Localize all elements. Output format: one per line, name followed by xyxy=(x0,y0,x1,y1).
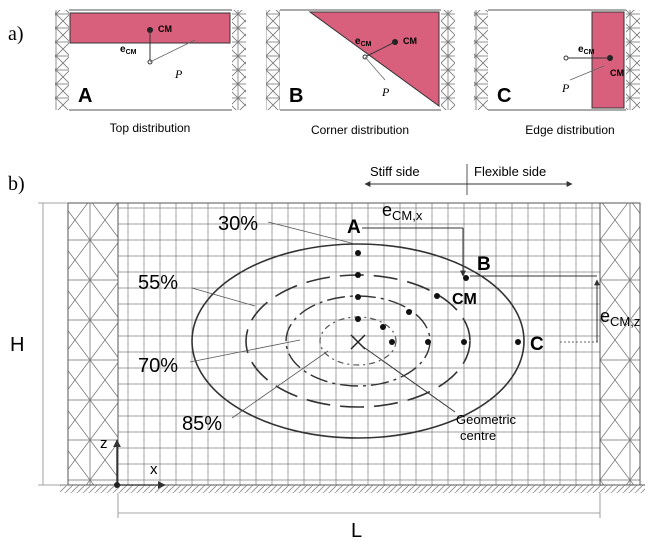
contour-label-55: 55% xyxy=(138,272,178,294)
right-infill-wall xyxy=(599,202,641,486)
flexible-side-label: Flexible side xyxy=(474,164,546,179)
point-b-dot xyxy=(463,275,469,281)
point-b-label: B xyxy=(477,254,491,275)
ecm-z-dimension xyxy=(470,275,600,343)
point-c-label: C xyxy=(530,334,544,355)
panel-a-left-wall xyxy=(55,10,69,110)
contour-30 xyxy=(191,243,525,439)
point-dot xyxy=(406,309,412,315)
panel-b-caption: Corner distribution xyxy=(311,123,409,137)
panel-c-ecm-label: eCM xyxy=(578,44,595,56)
ecm-x-dimension xyxy=(362,227,466,277)
panel-b-left-wall xyxy=(266,10,280,110)
panel-b-cm-label: CM xyxy=(403,36,417,46)
panel-a-right-wall xyxy=(232,10,246,110)
ecm-z-label: eCM,z xyxy=(600,306,640,329)
panel-c-cm-label: CM xyxy=(610,68,624,78)
side-indicator: Stiff side Flexible side xyxy=(364,164,573,195)
panel-c-left-wall xyxy=(474,10,488,110)
left-infill-wall xyxy=(67,202,119,486)
panel-c-right-wall xyxy=(626,10,640,110)
panel-c-mass-region xyxy=(591,11,625,109)
point-dot xyxy=(355,272,361,278)
panel-b-p-label: P xyxy=(381,85,390,99)
panel-a-caption: Top distribution xyxy=(110,121,191,135)
panel-b-right-wall xyxy=(441,10,455,110)
panel-c-letter: C xyxy=(497,85,511,107)
point-dot xyxy=(355,250,361,256)
axis-x-label: x xyxy=(150,461,158,478)
point-dot xyxy=(355,316,361,322)
contour-label-70: 70% xyxy=(138,355,178,377)
part-a-label: a) xyxy=(8,23,24,45)
stiff-side-label: Stiff side xyxy=(370,164,420,179)
contour-label-85: 85% xyxy=(182,413,222,435)
dimension-l xyxy=(117,493,601,518)
dimension-h xyxy=(38,202,68,486)
point-dot xyxy=(434,293,440,299)
geometric-centre-marker xyxy=(350,334,456,413)
contour-label-30: 30% xyxy=(218,213,258,235)
point-dot xyxy=(461,339,467,345)
panel-b-mass-region xyxy=(308,11,440,107)
point-dot xyxy=(380,324,386,330)
panel-a-cm-label: CM xyxy=(158,24,172,34)
point-dot xyxy=(355,294,361,300)
panel-b: CM eCM P B Corner distribution xyxy=(266,9,455,137)
cm-points xyxy=(355,250,521,345)
point-a-label: A xyxy=(347,217,361,238)
geometric-centre-label-2: centre xyxy=(460,428,496,443)
panel-c-p-label: P xyxy=(561,81,570,95)
panel-b-letter: B xyxy=(289,85,303,107)
dimension-l-label: L xyxy=(351,520,362,540)
panel-a-ecm-label: eCM xyxy=(120,44,137,56)
point-dot xyxy=(425,339,431,345)
dimension-h-label: H xyxy=(10,334,24,356)
part-b-label: b) xyxy=(8,173,25,195)
panel-c-caption: Edge distribution xyxy=(525,123,614,137)
geometric-centre-label-1: Geometric xyxy=(456,412,516,427)
coordinate-axes xyxy=(113,439,166,489)
ecm-x-label: eCM,x xyxy=(382,200,423,223)
panel-c: CM eCM P C Edge distribution xyxy=(474,9,640,137)
panel-a-p-label: P xyxy=(174,67,183,81)
cm-label: CM xyxy=(452,291,477,308)
point-dot xyxy=(389,339,395,345)
panel-a-letter: A xyxy=(78,85,92,107)
point-c-dot xyxy=(515,339,521,345)
panel-b-ecm-label: eCM xyxy=(355,36,372,48)
panel-a: CM eCM P A Top distribution xyxy=(55,9,246,135)
axis-z-label: z xyxy=(100,435,108,452)
ground-hatch xyxy=(60,485,645,493)
